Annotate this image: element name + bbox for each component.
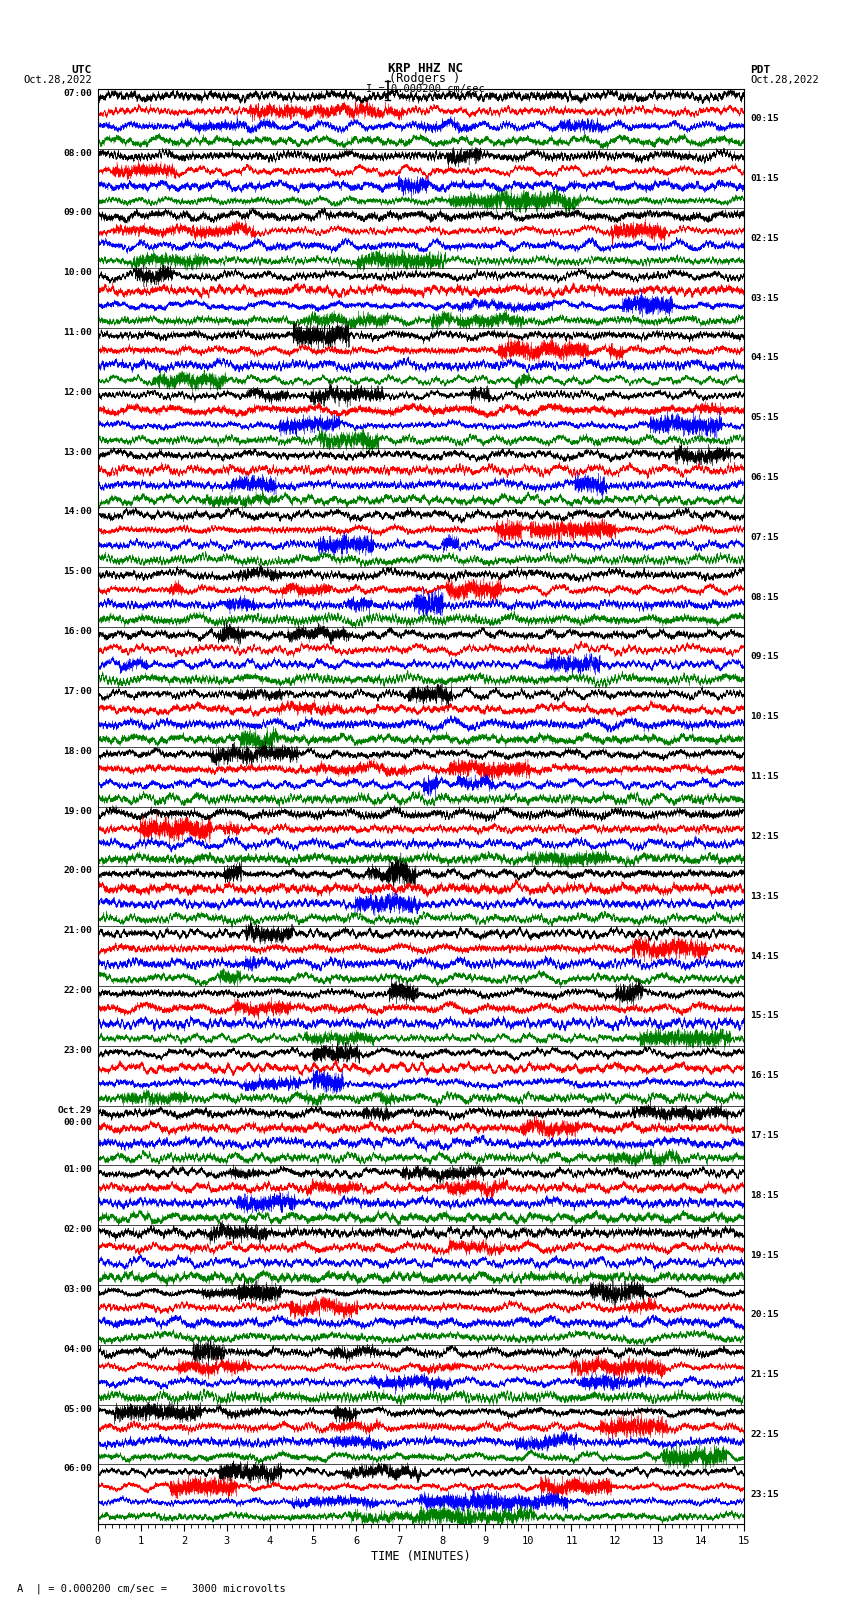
Text: (Rodgers ): (Rodgers ) bbox=[389, 71, 461, 84]
Text: 18:00: 18:00 bbox=[63, 747, 92, 755]
Text: 01:15: 01:15 bbox=[751, 174, 779, 182]
Text: 21:15: 21:15 bbox=[751, 1371, 779, 1379]
Text: 20:15: 20:15 bbox=[751, 1310, 779, 1319]
Text: 10:15: 10:15 bbox=[751, 713, 779, 721]
Text: 02:15: 02:15 bbox=[751, 234, 779, 242]
Text: 19:00: 19:00 bbox=[63, 806, 92, 816]
Text: 15:00: 15:00 bbox=[63, 568, 92, 576]
Text: 06:00: 06:00 bbox=[63, 1465, 92, 1473]
Text: 11:15: 11:15 bbox=[751, 773, 779, 781]
Text: I = 0.000200 cm/sec: I = 0.000200 cm/sec bbox=[366, 84, 484, 94]
Text: 00:00: 00:00 bbox=[63, 1118, 92, 1127]
Text: 07:00: 07:00 bbox=[63, 89, 92, 98]
Text: 14:15: 14:15 bbox=[751, 952, 779, 960]
Text: 17:00: 17:00 bbox=[63, 687, 92, 695]
Text: Oct.28,2022: Oct.28,2022 bbox=[751, 74, 819, 84]
Text: 13:15: 13:15 bbox=[751, 892, 779, 900]
Text: 03:15: 03:15 bbox=[751, 294, 779, 303]
Text: PDT: PDT bbox=[751, 65, 771, 76]
Text: 23:15: 23:15 bbox=[751, 1490, 779, 1498]
Text: 08:00: 08:00 bbox=[63, 148, 92, 158]
Text: A  | = 0.000200 cm/sec =    3000 microvolts: A | = 0.000200 cm/sec = 3000 microvolts bbox=[17, 1582, 286, 1594]
Text: 09:15: 09:15 bbox=[751, 653, 779, 661]
Text: 16:00: 16:00 bbox=[63, 627, 92, 636]
Text: 14:00: 14:00 bbox=[63, 508, 92, 516]
Text: 19:15: 19:15 bbox=[751, 1250, 779, 1260]
Text: 15:15: 15:15 bbox=[751, 1011, 779, 1021]
Text: 22:00: 22:00 bbox=[63, 986, 92, 995]
Text: 21:00: 21:00 bbox=[63, 926, 92, 936]
Text: 03:00: 03:00 bbox=[63, 1286, 92, 1294]
Text: 04:00: 04:00 bbox=[63, 1345, 92, 1353]
Text: KRP HHZ NC: KRP HHZ NC bbox=[388, 61, 462, 76]
Text: 13:00: 13:00 bbox=[63, 447, 92, 456]
Text: 05:15: 05:15 bbox=[751, 413, 779, 423]
Text: 04:15: 04:15 bbox=[751, 353, 779, 363]
X-axis label: TIME (MINUTES): TIME (MINUTES) bbox=[371, 1550, 471, 1563]
Text: 12:15: 12:15 bbox=[751, 832, 779, 840]
Text: 01:00: 01:00 bbox=[63, 1165, 92, 1174]
Text: 20:00: 20:00 bbox=[63, 866, 92, 876]
Text: 09:00: 09:00 bbox=[63, 208, 92, 218]
Text: Oct.29: Oct.29 bbox=[57, 1105, 92, 1115]
Text: 10:00: 10:00 bbox=[63, 268, 92, 277]
Text: 05:00: 05:00 bbox=[63, 1405, 92, 1413]
Text: 23:00: 23:00 bbox=[63, 1045, 92, 1055]
Text: Oct.28,2022: Oct.28,2022 bbox=[23, 74, 92, 84]
Text: 08:15: 08:15 bbox=[751, 592, 779, 602]
Text: 18:15: 18:15 bbox=[751, 1190, 779, 1200]
Text: 00:15: 00:15 bbox=[751, 115, 779, 123]
Text: 11:00: 11:00 bbox=[63, 327, 92, 337]
Text: 12:00: 12:00 bbox=[63, 387, 92, 397]
Text: 06:15: 06:15 bbox=[751, 473, 779, 482]
Text: 17:15: 17:15 bbox=[751, 1131, 779, 1140]
Text: 16:15: 16:15 bbox=[751, 1071, 779, 1081]
Text: 07:15: 07:15 bbox=[751, 532, 779, 542]
Text: UTC: UTC bbox=[71, 65, 92, 76]
Text: 02:00: 02:00 bbox=[63, 1226, 92, 1234]
Text: 22:15: 22:15 bbox=[751, 1431, 779, 1439]
